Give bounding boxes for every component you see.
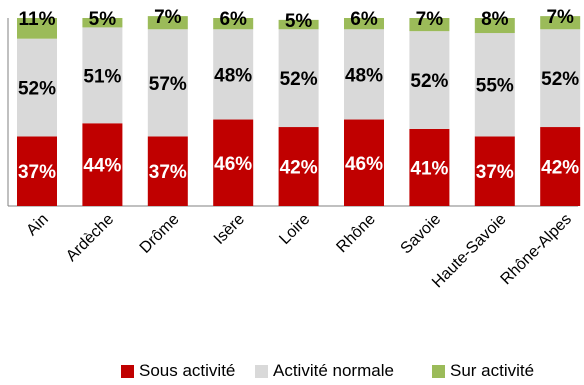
bar-activite-normale-ardeche (82, 27, 123, 124)
legend-label: Sous activité (139, 361, 236, 380)
bar-activite-normale-loire (278, 29, 319, 128)
legend-swatch-sous-activite (121, 364, 134, 378)
bar-sous-activite-ain (17, 136, 57, 206)
bar-activite-normale-savoie (409, 31, 450, 129)
bar-activite-normale-rhone (344, 29, 384, 120)
category-label-rhone: Rhône (333, 211, 378, 256)
value-label-activite-normale-ain: 52% (18, 79, 56, 100)
bar-activite-normale-drome (147, 29, 188, 137)
value-label-sur-activite-savoie: 7% (416, 9, 444, 30)
value-label-sous-activite-rhone: 46% (345, 154, 383, 175)
value-label-activite-normale-ardeche: 51% (83, 66, 121, 87)
bar-activite-normale-haute-savoie (474, 33, 515, 137)
value-label-activite-normale-loire: 52% (280, 69, 318, 90)
bars-group (17, 16, 581, 206)
bar-sur-activite-haute-savoie (474, 18, 515, 34)
value-label-sous-activite-rhone-alpes: 42% (541, 158, 579, 179)
value-label-sous-activite-isere: 46% (214, 154, 252, 175)
value-label-activite-normale-savoie: 52% (410, 71, 448, 92)
value-label-sous-activite-savoie: 41% (410, 158, 448, 179)
category-label-ardeche: Ardèche (63, 211, 117, 265)
value-label-activite-normale-rhone-alpes: 52% (541, 69, 579, 90)
legend-item-sur-activite: Sur activité (432, 360, 534, 382)
bar-sous-activite-rhone (344, 119, 384, 206)
value-label-sur-activite-isere: 6% (219, 9, 247, 30)
value-label-sur-activite-ain: 11% (19, 9, 56, 30)
legend-label: Activité normale (273, 361, 394, 380)
chart: 37% 52% 11% 44% 51% 5% 37% 57% 7% 46% 48% 6% 42% 52% 5… (7, 7, 581, 292)
bar-sur-activite-ardeche (82, 18, 123, 28)
value-label-sur-activite-rhone: 6% (350, 9, 378, 30)
bar-sur-activite-ain (17, 18, 57, 39)
bar-sous-activite-savoie (409, 128, 450, 206)
bar-activite-normale-rhone-alpes (540, 29, 581, 128)
category-label-ain: Ain (23, 211, 51, 239)
bar-sur-activite-rhone (344, 18, 384, 30)
value-label-sur-activite-ardeche: 5% (89, 9, 117, 30)
value-label-sur-activite-drome: 7% (154, 7, 182, 28)
legend-label: Sur activité (450, 361, 535, 380)
legend-item-activite-normale: Activité normale (255, 360, 394, 382)
category-label-drome: Drôme (137, 211, 183, 257)
category-label-isere: Isère (211, 211, 248, 248)
bar-sur-activite-drome (147, 16, 188, 30)
value-label-activite-normale-isere: 48% (214, 65, 252, 86)
bar-sous-activite-drome (147, 136, 188, 206)
value-label-sur-activite-loire: 5% (285, 11, 313, 32)
value-label-sous-activite-drome: 37% (149, 162, 187, 183)
value-label-sous-activite-loire: 42% (280, 158, 318, 179)
bar-activite-normale-isere (213, 29, 254, 120)
bar-activite-normale-ain (17, 38, 57, 137)
bar-sous-activite-loire (278, 127, 319, 206)
category-labels-group: Ain Ardèche Drôme Isère Loire Rhône SavoieHaut… (23, 211, 575, 292)
bar-sous-activite-haute-savoie (474, 136, 515, 206)
legend: Sous activité Activité normale Sur activ… (0, 360, 584, 382)
value-label-activite-normale-haute-savoie: 55% (476, 76, 514, 97)
value-label-sur-activite-rhone-alpes: 7% (546, 7, 574, 28)
value-labels-group: 37% 52% 11% 44% 51% 5% 37% 57% 7% 46% 48% 6% 42% 52% 5… (18, 7, 579, 183)
bar-sur-activite-rhone-alpes (540, 16, 581, 30)
bar-sous-activite-isere (213, 119, 254, 206)
category-label-loire: Loire (276, 211, 313, 248)
bar-sur-activite-savoie (409, 18, 450, 32)
value-label-activite-normale-rhone: 48% (345, 65, 383, 86)
value-label-sous-activite-ain: 37% (18, 162, 56, 183)
bar-sur-activite-loire (278, 19, 319, 30)
legend-item-sous-activite: Sous activité (121, 360, 235, 382)
legend-swatch-activite-normale (255, 364, 268, 378)
bar-sous-activite-rhone-alpes (540, 127, 581, 206)
category-label-savoie: Savoie (398, 211, 445, 258)
value-label-sous-activite-ardeche: 44% (83, 156, 121, 177)
bar-sur-activite-isere (213, 18, 254, 30)
legend-swatch-sur-activite (432, 364, 445, 378)
value-label-activite-normale-drome: 57% (149, 74, 187, 95)
value-label-sous-activite-haute-savoie: 37% (476, 162, 514, 183)
bar-sous-activite-ardeche (82, 123, 123, 206)
value-label-sur-activite-haute-savoie: 8% (481, 9, 509, 30)
